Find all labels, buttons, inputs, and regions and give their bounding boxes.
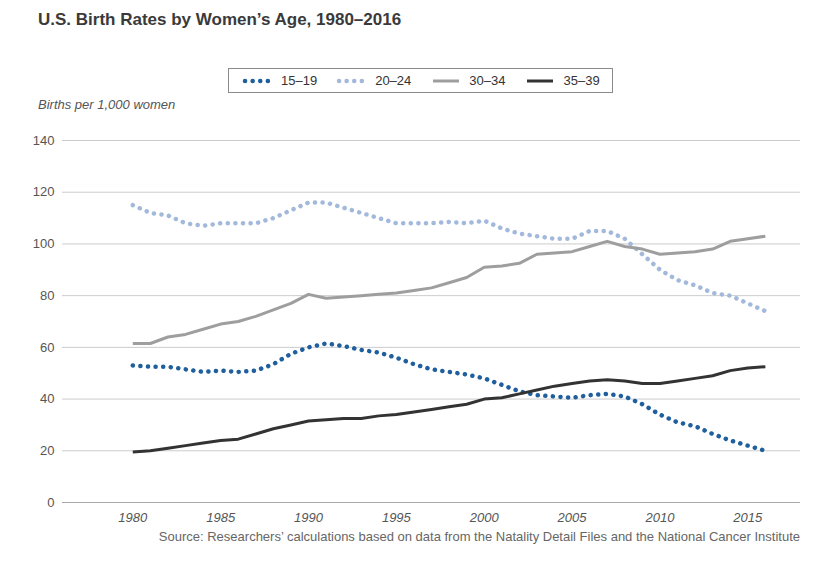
svg-text:120: 120 — [33, 184, 55, 199]
svg-text:140: 140 — [33, 133, 55, 148]
svg-text:2010: 2010 — [644, 510, 675, 525]
svg-text:60: 60 — [40, 340, 54, 355]
svg-text:80: 80 — [40, 288, 54, 303]
html-text:Births per 1,000 women: Births per 1,000 women — [38, 97, 176, 112]
svg-text:2005: 2005 — [557, 510, 588, 525]
html-text:Source: Researchers’ calculati: Source: Researchers’ calculations based … — [158, 529, 800, 544]
svg-text:2015: 2015 — [732, 510, 763, 525]
svg-text:1980: 1980 — [118, 510, 148, 525]
svg-text:1995: 1995 — [382, 510, 412, 525]
svg-text:2000: 2000 — [469, 510, 500, 525]
svg-text:1990: 1990 — [294, 510, 324, 525]
html-text:20–24: 20–24 — [375, 73, 412, 88]
html-text:U.S. Birth Rates by Women’s Ag: U.S. Birth Rates by Women’s Age, 1980–20… — [38, 10, 402, 29]
svg-text:1985: 1985 — [206, 510, 236, 525]
svg-text:40: 40 — [40, 391, 54, 406]
html-text:15–19: 15–19 — [281, 73, 318, 88]
html-text:30–34: 30–34 — [469, 73, 506, 88]
svg-text:0: 0 — [47, 495, 54, 510]
html-text:35–39: 35–39 — [563, 73, 600, 88]
svg-text:20: 20 — [40, 443, 54, 458]
svg-text:100: 100 — [33, 236, 55, 251]
